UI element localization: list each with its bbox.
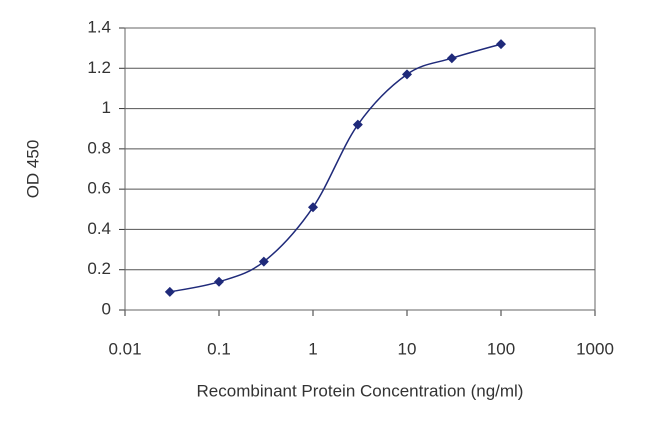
data-point [164, 286, 175, 297]
y-tick-label: 1 [102, 98, 111, 117]
data-point [402, 69, 412, 80]
x-axis-label: Recombinant Protein Concentration (ng/ml… [197, 381, 524, 400]
x-tick-label: 1000 [576, 339, 614, 358]
x-tick-label: 1 [308, 339, 317, 358]
data-point [352, 119, 363, 130]
y-tick-label: 1.4 [87, 17, 111, 36]
y-axis-label: OD 450 [23, 140, 42, 199]
x-tick-label: 10 [398, 339, 417, 358]
y-tick-label: 0 [102, 299, 111, 318]
plot-frame [124, 27, 596, 311]
y-tick-label: 0.2 [87, 259, 111, 278]
data-point [214, 276, 224, 287]
data-point [258, 256, 269, 267]
series-line [169, 43, 502, 293]
y-tick-label: 0.6 [87, 179, 111, 198]
data-point [308, 202, 318, 213]
y-tick-label: 0.4 [87, 219, 111, 238]
x-tick-label: 100 [487, 339, 515, 358]
data-point [496, 39, 506, 50]
data-point [446, 53, 457, 64]
x-tick-label: 0.1 [207, 339, 231, 358]
y-tick-label: 1.2 [87, 58, 111, 77]
y-tick-label: 0.8 [87, 138, 111, 157]
x-tick-label: 0.01 [108, 339, 141, 358]
